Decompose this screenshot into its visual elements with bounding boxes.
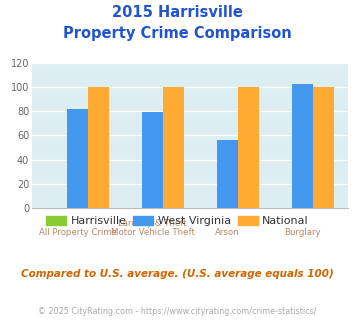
Text: Compared to U.S. average. (U.S. average equals 100): Compared to U.S. average. (U.S. average … [21,269,334,279]
Text: All Property Crime: All Property Crime [39,228,117,238]
Bar [313,87,334,208]
Bar [163,87,184,208]
Bar [67,109,88,208]
Bar [217,140,238,208]
Text: Larceny & Theft: Larceny & Theft [118,219,187,228]
Text: Arson: Arson [215,228,240,238]
Bar [238,87,259,208]
Text: Property Crime Comparison: Property Crime Comparison [63,26,292,41]
Legend: Harrisville, West Virginia, National: Harrisville, West Virginia, National [42,211,313,230]
Text: 2015 Harrisville: 2015 Harrisville [112,5,243,20]
Text: Motor Vehicle Theft: Motor Vehicle Theft [111,228,195,238]
Bar [88,87,109,208]
Text: Burglary: Burglary [284,228,321,238]
Bar [292,84,313,208]
Text: © 2025 CityRating.com - https://www.cityrating.com/crime-statistics/: © 2025 CityRating.com - https://www.city… [38,307,317,316]
Bar [142,112,163,208]
